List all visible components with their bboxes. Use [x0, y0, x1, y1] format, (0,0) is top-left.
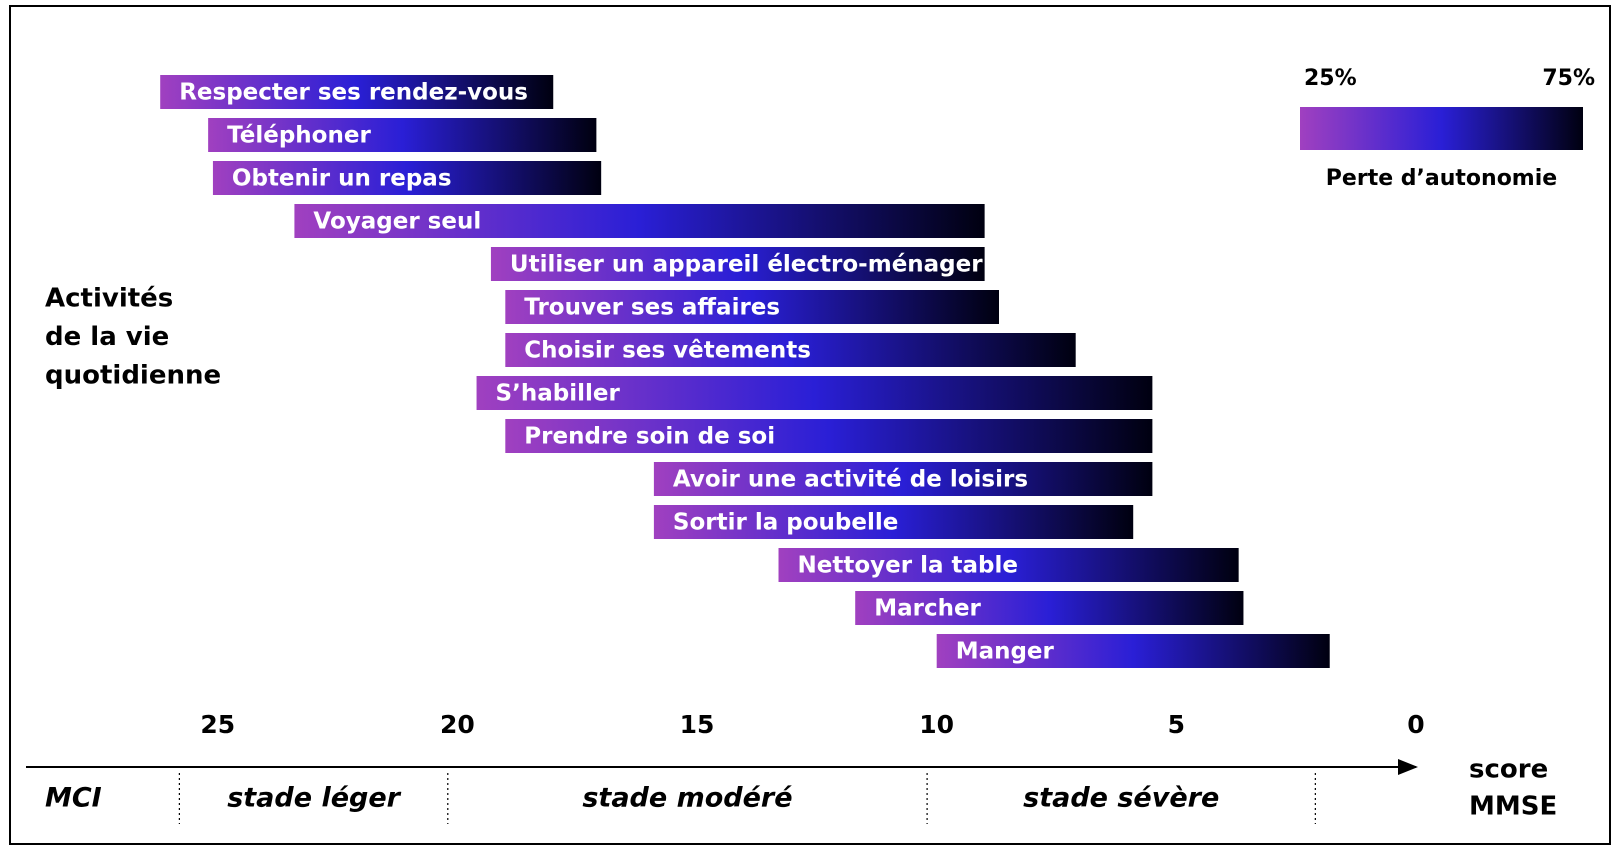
- x-tick-label: 25: [200, 710, 235, 739]
- bar-label: Respecter ses rendez-vous: [179, 80, 528, 106]
- x-tick-label: 20: [440, 710, 475, 739]
- bar: [855, 591, 1244, 625]
- bar-label: Obtenir un repas: [232, 166, 452, 192]
- frame: [9, 5, 1611, 845]
- bar-label: Marcher: [874, 596, 981, 622]
- bar: [212, 161, 602, 195]
- legend-title: Perte d’autonomie: [1326, 166, 1557, 191]
- stage-label: stade léger: [227, 783, 401, 814]
- x-tick-label: 5: [1168, 710, 1185, 739]
- bar: [778, 548, 1239, 582]
- legend-gradient: [1300, 107, 1583, 150]
- stage-label: MCI: [45, 783, 102, 814]
- x-axis-label: score: [1469, 755, 1548, 785]
- bar-label: Manger: [956, 639, 1055, 665]
- stage-label: stade sévère: [1023, 783, 1219, 814]
- bar-label: Trouver ses affaires: [524, 295, 780, 321]
- y-axis-label: Activités: [45, 284, 173, 314]
- bar-label: Voyager seul: [313, 209, 481, 235]
- bar: [653, 505, 1134, 539]
- bar: [476, 376, 1153, 410]
- bar-label: Nettoyer la table: [798, 553, 1018, 579]
- bar-label: Utiliser un appareil électro-ménager: [510, 252, 983, 278]
- bar: [294, 204, 985, 238]
- bar-label: Avoir une activité de loisirs: [673, 467, 1028, 493]
- bar: [160, 75, 554, 109]
- bar: [505, 333, 1076, 367]
- bar: [505, 290, 999, 324]
- bar-label: Prendre soin de soi: [524, 424, 775, 450]
- legend-tick-label: 25%: [1304, 66, 1357, 91]
- bar: [936, 634, 1330, 668]
- bar-label: S’habiller: [496, 381, 621, 407]
- bar: [505, 419, 1153, 453]
- legend-tick-label: 75%: [1542, 66, 1595, 91]
- bar: [490, 247, 985, 281]
- x-tick-label: 0: [1407, 710, 1424, 739]
- bar: [208, 118, 597, 152]
- x-tick-label: 15: [680, 710, 715, 739]
- x-axis-label: MMSE: [1469, 792, 1557, 822]
- stage-label: stade modéré: [582, 783, 792, 814]
- bar-label: Sortir la poubelle: [673, 510, 898, 536]
- bar-label: Téléphoner: [227, 123, 371, 149]
- bar-label: Choisir ses vêtements: [524, 338, 811, 364]
- y-axis-label: quotidienne: [45, 361, 221, 391]
- bar: [653, 462, 1153, 496]
- x-tick-label: 10: [919, 710, 954, 739]
- y-axis-label: de la vie: [45, 322, 169, 352]
